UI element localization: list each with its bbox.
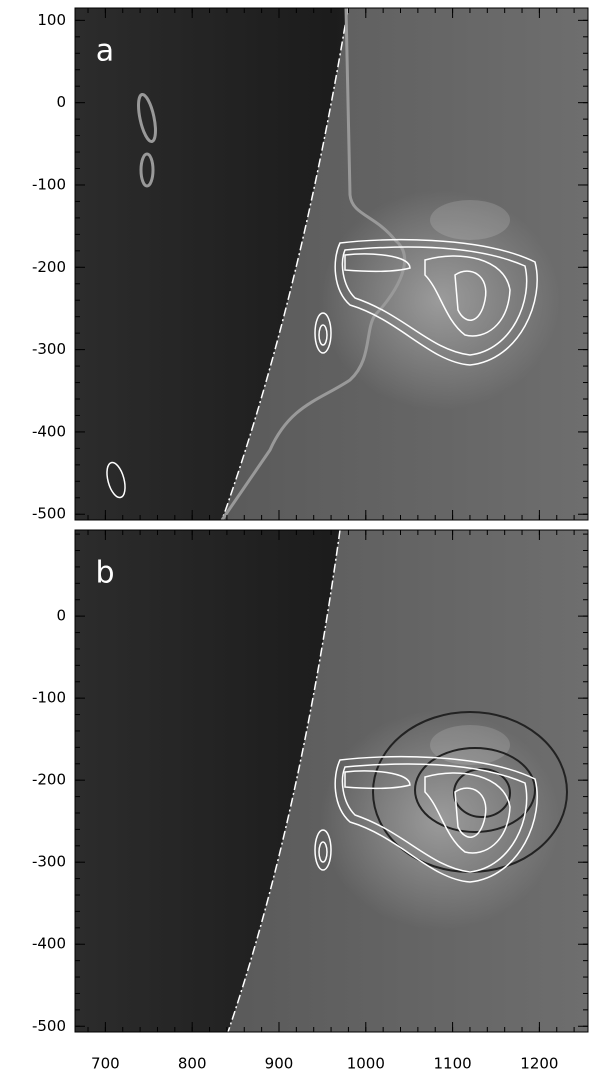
x-tick-label: 1100 [433,1055,471,1073]
x-tick-label: 900 [265,1055,294,1073]
y-tick-label: -300 [32,853,66,871]
panel-label: b [95,556,114,591]
y-tick-label: 0 [56,607,66,625]
y-tick-label: -200 [32,771,66,789]
y-tick-label: 0 [56,93,66,111]
x-tick-label: 1200 [520,1055,558,1073]
y-tick-label: -500 [32,1017,66,1035]
y-tick-label: -500 [32,505,66,523]
image-panel-b [75,530,588,1032]
y-tick-label: -100 [32,689,66,707]
y-tick-label: -400 [32,422,66,440]
image-panel-a [75,8,588,520]
y-tick-label: -300 [32,340,66,358]
y-tick-label: -200 [32,258,66,276]
y-tick-label: -100 [32,175,66,193]
y-tick-label: -400 [32,935,66,953]
x-tick-label: 1000 [347,1055,385,1073]
y-tick-label: 100 [37,11,66,29]
x-tick-label: 700 [91,1055,120,1073]
panel-label: a [96,34,114,69]
x-tick-label: 800 [178,1055,207,1073]
